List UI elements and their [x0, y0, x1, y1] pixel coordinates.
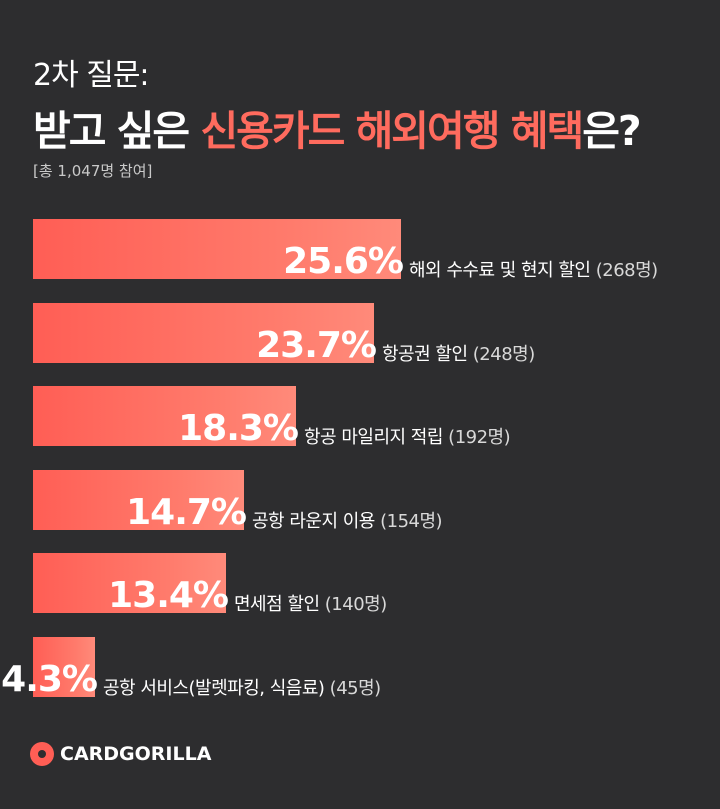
category-label: 면세점 할인 (140명) [234, 590, 387, 616]
category-name: 항공권 할인 [382, 344, 468, 365]
bar-value-label: 14.7% [126, 492, 247, 533]
chart-row: 23.7% 항공권 할인 (248명) [33, 303, 713, 366]
respondent-count: (268명) [595, 260, 658, 281]
category-name: 항공 마일리지 적립 [304, 427, 443, 448]
title-part-1: 받고 싶은 [33, 107, 201, 155]
chart-row: 18.3% 항공 마일리지 적립 (192명) [33, 386, 713, 449]
category-name: 공항 서비스(발렛파킹, 식음료) [103, 678, 325, 699]
respondent-count: (154명) [380, 511, 443, 532]
respondent-count: (248명) [472, 344, 535, 365]
bar [33, 637, 95, 697]
chart-row: 14.7% 공항 라운지 이용 (154명) [33, 470, 713, 533]
chart-row: 13.4% 면세점 할인 (140명) [33, 553, 713, 616]
category-name: 면세점 할인 [234, 594, 320, 615]
bar [33, 553, 226, 613]
category-name: 해외 수수료 및 현지 할인 [409, 260, 591, 281]
participant-note: [총 1,047명 참여] [33, 162, 153, 180]
bar-value-label: 23.7% [256, 325, 377, 366]
category-name: 공항 라운지 이용 [252, 511, 375, 532]
bar-value-label: 18.3% [178, 408, 299, 449]
title-part-2: 은? [582, 107, 641, 155]
chart-row: 25.6% 해외 수수료 및 현지 할인 (268명) [33, 219, 713, 282]
respondent-count: (140명) [324, 594, 387, 615]
bar [33, 470, 244, 530]
category-label: 공항 서비스(발렛파킹, 식음료) (45명) [103, 674, 381, 700]
category-label: 항공권 할인 (248명) [382, 340, 535, 366]
bar [33, 219, 401, 279]
bar [33, 303, 374, 363]
question-number: 2차 질문: [33, 58, 150, 93]
respondent-count: (192명) [448, 427, 511, 448]
page-title: 받고 싶은 신용카드 해외여행 혜택은? [33, 97, 642, 157]
chart-row: 4.3% 공항 서비스(발렛파킹, 식음료) (45명) [1, 637, 713, 700]
bar-value-label: 4.3% [1, 659, 98, 700]
gorilla-logo-icon [30, 742, 54, 766]
respondent-count: (45명) [329, 678, 382, 699]
brand-logo: CARDGORILLA [30, 742, 211, 766]
logo-text: CARDGORILLA [60, 743, 212, 765]
category-label: 해외 수수료 및 현지 할인 (268명) [409, 256, 658, 282]
bar-value-label: 13.4% [108, 575, 229, 616]
category-label: 항공 마일리지 적립 (192명) [304, 423, 511, 449]
bar-value-label: 25.6% [283, 241, 404, 282]
bar [33, 386, 296, 446]
title-highlight: 신용카드 해외여행 혜택 [200, 107, 584, 155]
category-label: 공항 라운지 이용 (154명) [252, 507, 443, 533]
